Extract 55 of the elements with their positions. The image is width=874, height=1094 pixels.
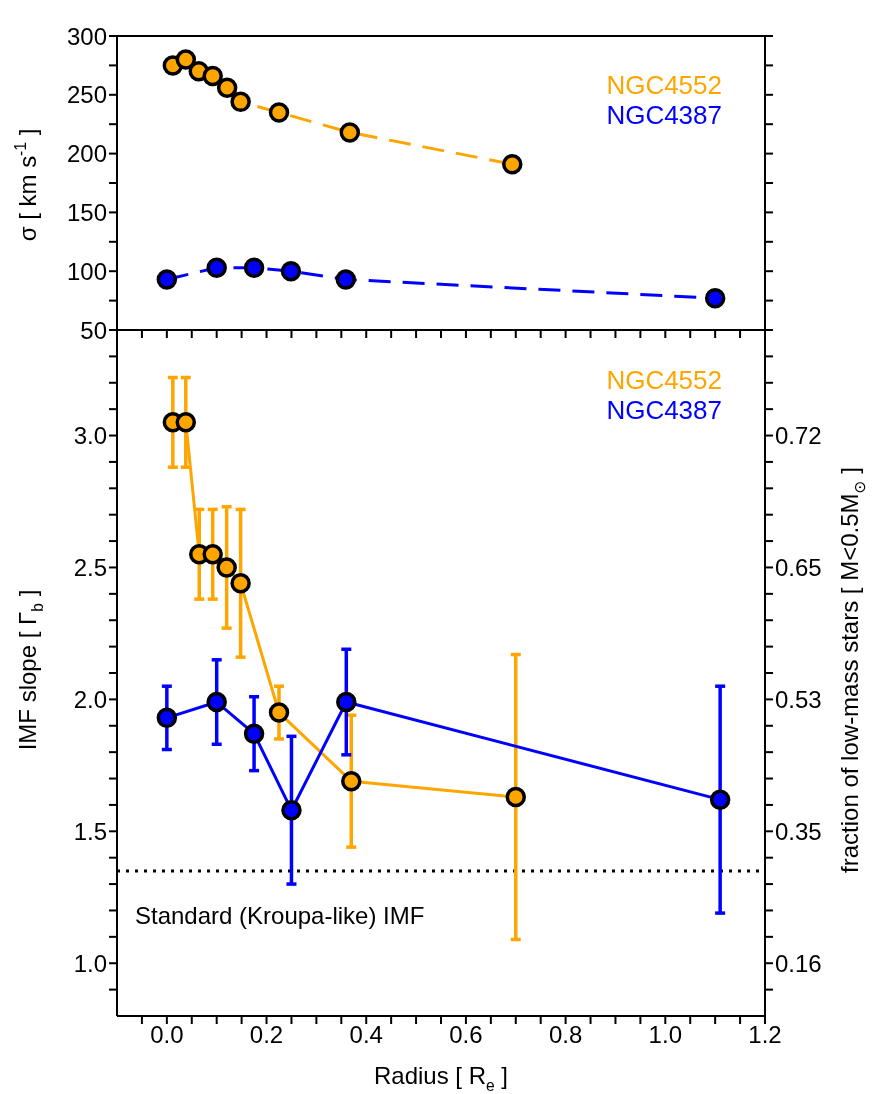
x-tick-label: 0.4	[349, 1021, 383, 1049]
y-tick-label: 2.0	[73, 685, 107, 713]
point	[156, 707, 178, 729]
point	[502, 153, 523, 175]
point	[709, 789, 731, 810]
point	[505, 786, 527, 808]
legend-label: NGC4552	[606, 70, 722, 100]
point	[202, 65, 223, 87]
y-tick-label: 100	[66, 257, 107, 285]
legend-label: NGC4552	[606, 365, 722, 395]
annotation: Standard (Kroupa-like) IMF	[135, 902, 425, 930]
legend-label: NGC4387	[606, 395, 722, 425]
y-tick-label: 3.0	[73, 422, 107, 450]
y-tick-label: 1.0	[73, 949, 107, 977]
category-label: 0.16	[775, 949, 822, 977]
x-tick-label: 0.2	[249, 1021, 284, 1049]
y-tick-label: 1.5	[73, 817, 107, 845]
point	[206, 257, 227, 278]
legend-label: NGC4387	[606, 100, 722, 130]
category-label: 0.53	[775, 685, 822, 713]
x-tick-label: 0.6	[449, 1021, 483, 1049]
point	[156, 269, 178, 290]
y-tick-label: 250	[66, 81, 107, 109]
x-tick-label: 0.8	[548, 1021, 583, 1049]
point	[268, 102, 290, 123]
x-tick-label: 0.0	[150, 1021, 184, 1049]
point	[216, 557, 237, 578]
y-tick-label: 150	[66, 198, 107, 226]
category-label: 0.72	[775, 422, 822, 450]
category-label: 0.65	[775, 553, 822, 581]
point	[281, 799, 302, 821]
point	[243, 723, 265, 744]
point	[268, 702, 290, 723]
point	[206, 691, 227, 713]
y-tick-label: 50	[80, 316, 107, 344]
point	[230, 573, 251, 594]
y-tick-label: 2.5	[73, 553, 107, 581]
point	[704, 288, 726, 309]
x-tick-label: 1.2	[748, 1021, 782, 1049]
point	[202, 544, 223, 565]
y-tick-label: 200	[66, 140, 107, 168]
point	[335, 269, 357, 290]
point	[339, 122, 361, 143]
y-tick-label: 300	[66, 22, 107, 50]
point	[216, 77, 238, 98]
point	[175, 412, 197, 433]
x-axis-title: Radius [ R$_{e}$ ]	[373, 1062, 509, 1094]
point	[280, 260, 302, 282]
point	[175, 49, 197, 70]
point	[341, 770, 362, 792]
point	[336, 691, 357, 713]
point	[230, 91, 251, 113]
x-tick-label: 1.0	[648, 1021, 682, 1049]
point	[243, 257, 265, 278]
category-label: 0.35	[775, 817, 822, 845]
